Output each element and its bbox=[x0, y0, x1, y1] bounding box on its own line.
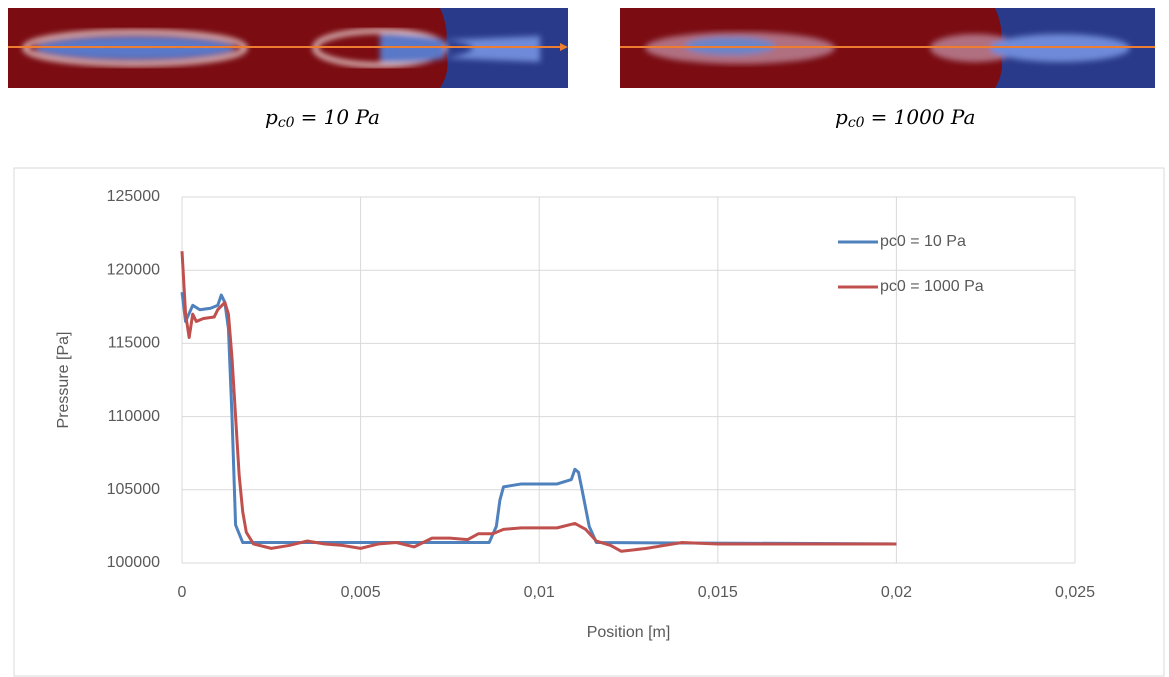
image-left bbox=[8, 8, 568, 88]
y-tick-label: 110000 bbox=[108, 408, 160, 425]
y-tick-label: 105000 bbox=[107, 481, 160, 498]
y-tick-label: 100000 bbox=[107, 554, 160, 571]
legend-label: pc0 = 10 Pa bbox=[880, 233, 966, 250]
line-series bbox=[180, 291, 897, 546]
caption-right: pc0 = 1000 Pa bbox=[835, 105, 975, 132]
legend-label: pc0 = 1000 Pa bbox=[880, 278, 984, 295]
x-axis-label: Position [m] bbox=[587, 624, 671, 641]
chart-border bbox=[13, 167, 1165, 677]
caption-left: pc0 = 10 Pa bbox=[265, 105, 380, 132]
y-tick-label: 115000 bbox=[108, 335, 160, 352]
y-tick-label: 120000 bbox=[107, 261, 160, 278]
y-tick-label: 125000 bbox=[107, 188, 160, 205]
x-tick-label: 0,005 bbox=[341, 584, 381, 601]
x-tick-label: 0 bbox=[178, 584, 187, 601]
x-tick-label: 0,025 bbox=[1055, 584, 1095, 601]
chart: 100000 105000 110000 115000 120000 125000 0 0,0… bbox=[55, 188, 1095, 641]
x-tick-label: 0,015 bbox=[698, 584, 738, 601]
y-axis-label: Pressure [Pa] bbox=[55, 332, 72, 429]
x-tick-label: 0,02 bbox=[881, 584, 912, 601]
line-series bbox=[180, 251, 897, 553]
image-right bbox=[620, 8, 1155, 88]
x-tick-label: 0,01 bbox=[524, 584, 555, 601]
